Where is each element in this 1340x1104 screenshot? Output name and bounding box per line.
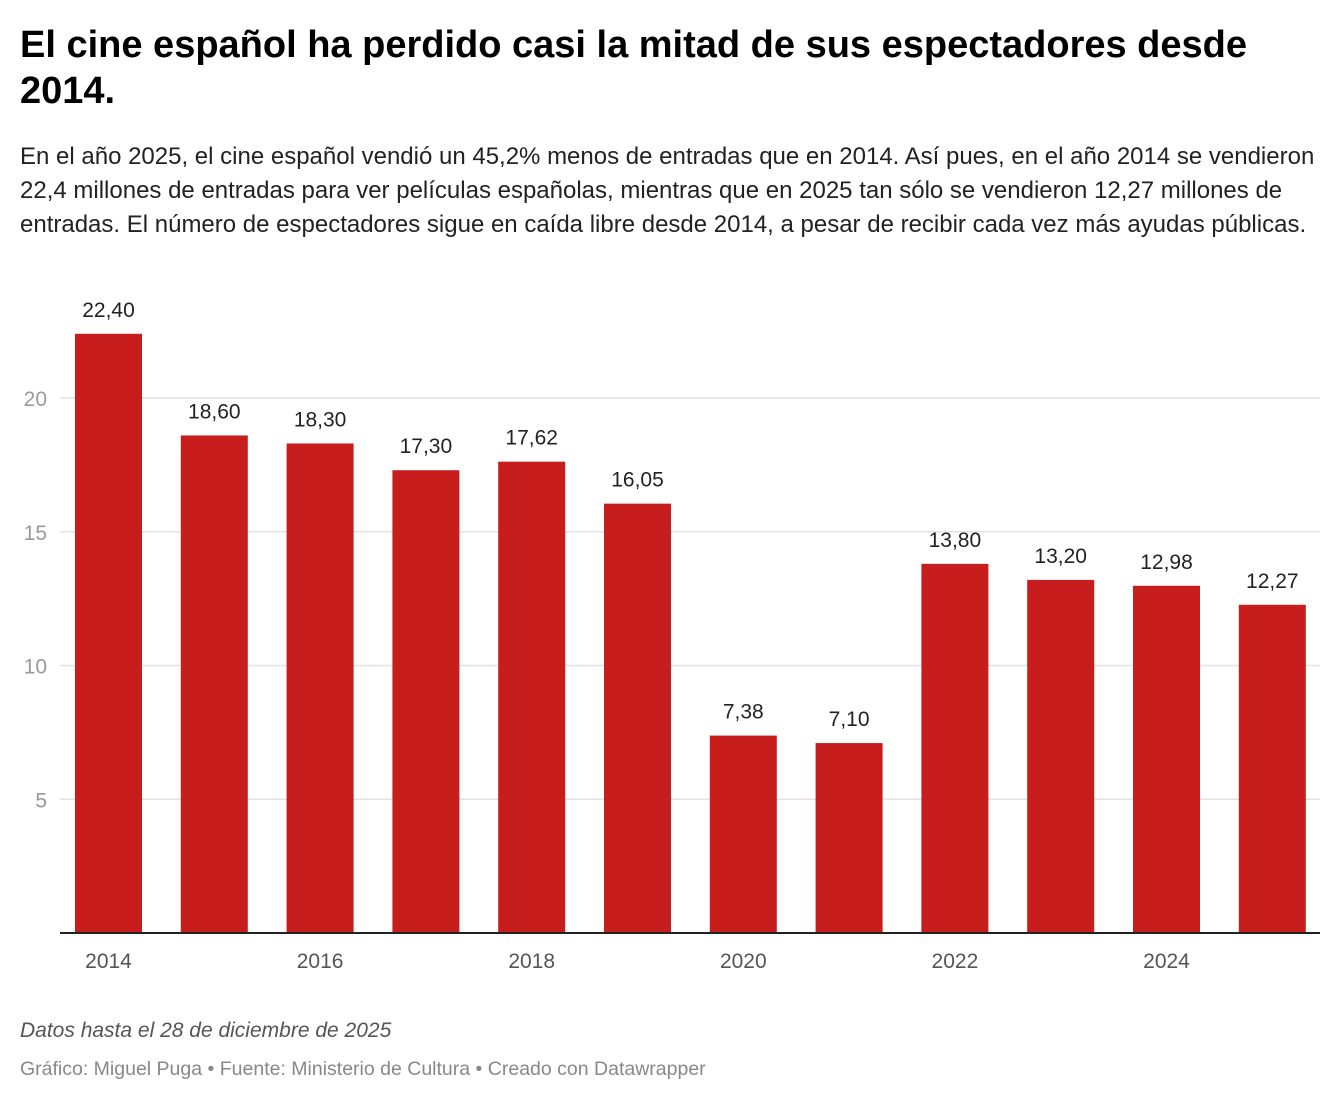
chart-footer: Gráfico: Miguel Puga • Fuente: Ministeri…	[20, 1058, 706, 1080]
x-tick-label: 2018	[508, 950, 555, 973]
bar-2015	[180, 435, 248, 933]
bar-2024	[1133, 585, 1200, 933]
value-label: 17,30	[400, 435, 453, 458]
value-label: 18,60	[188, 400, 241, 423]
value-label: 13,80	[929, 529, 982, 552]
x-tick-label: 2022	[932, 950, 979, 973]
bar-2023	[1027, 579, 1095, 933]
chart-subtitle: En el año 2025, el cine español vendió u…	[20, 143, 1315, 238]
chart-notes: Datos hasta el 28 de diciembre de 2025	[20, 1019, 392, 1042]
value-label: 12,27	[1246, 570, 1299, 593]
bar-2025	[1238, 604, 1306, 933]
value-label: 7,10	[829, 708, 870, 731]
y-tick-label: 10	[24, 656, 47, 679]
bar-chart: 5 10 15 20 22,40 2014 18,60 18,30 2016 17,30 17,62…	[24, 299, 1320, 973]
x-tick-label: 2014	[85, 950, 132, 973]
value-label: 17,62	[505, 427, 558, 450]
bar-2016	[286, 443, 354, 933]
x-tick-label: 2020	[720, 950, 767, 973]
x-tick-label: 2016	[297, 950, 344, 973]
value-label: 16,05	[611, 469, 664, 492]
bar-2019	[604, 503, 671, 933]
bar-2022	[921, 563, 989, 933]
value-label: 22,40	[82, 299, 135, 322]
bar-2017	[392, 470, 460, 933]
bar-2014	[75, 333, 142, 933]
x-tick-label: 2024	[1143, 950, 1190, 973]
bar-2020	[709, 735, 777, 933]
value-label: 18,30	[294, 408, 347, 431]
bar-2018	[498, 461, 566, 933]
chart-title: El cine español ha perdido casi la mitad…	[20, 24, 1248, 112]
bar-2021	[815, 743, 883, 933]
value-label: 13,20	[1034, 545, 1087, 568]
value-label: 7,38	[723, 701, 764, 724]
y-tick-label: 5	[35, 789, 47, 812]
y-tick-label: 20	[24, 388, 47, 411]
y-tick-label: 15	[24, 522, 47, 545]
value-label: 12,98	[1140, 551, 1193, 574]
